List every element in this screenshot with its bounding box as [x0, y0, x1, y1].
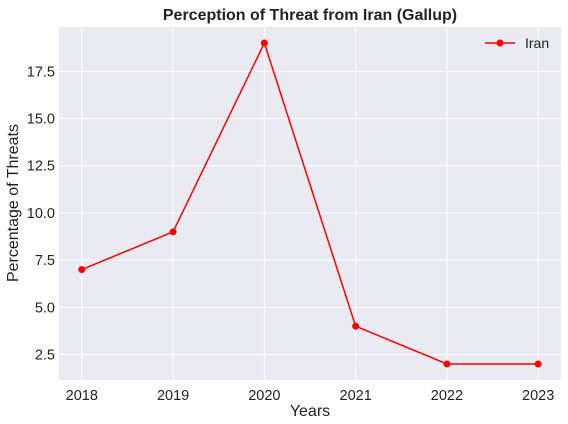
- y-tick-label: 10.0: [27, 206, 55, 222]
- y-axis-label: Percentage of Threats: [5, 124, 22, 282]
- data-point: [260, 39, 268, 47]
- chart-title: Perception of Threat from Iran (Gallup): [163, 7, 457, 24]
- data-point: [169, 228, 177, 236]
- x-tick-label: 2018: [66, 388, 98, 404]
- data-point: [534, 360, 542, 368]
- x-gridlines: [81, 27, 539, 380]
- x-tick-labels: 2018 2019 2020 2021 2022 2023: [66, 388, 555, 404]
- y-gridlines: [59, 70, 561, 356]
- data-point: [352, 322, 360, 330]
- x-tick-label: 2023: [522, 388, 554, 404]
- x-tick-label: 2021: [340, 388, 372, 404]
- legend-marker: [496, 39, 504, 47]
- y-tick-label: 12.5: [27, 159, 55, 175]
- data-point: [78, 266, 86, 274]
- legend-label-iran: Iran: [525, 35, 549, 51]
- series-layer: [78, 39, 542, 368]
- x-tick-label: 2019: [157, 388, 189, 404]
- y-tick-label: 5.0: [35, 300, 55, 316]
- y-tick-label: 15.0: [27, 112, 55, 128]
- x-tick-label: 2022: [431, 388, 463, 404]
- series-line-iran: [81, 41, 539, 365]
- y-tick-label: 17.5: [27, 64, 55, 80]
- y-tick-labels: 2.5 5.0 7.5 10.0 12.5 15.0 17.5: [27, 64, 55, 363]
- x-tick-label: 2020: [248, 388, 280, 404]
- x-axis-label: Years: [290, 403, 330, 420]
- data-point: [443, 360, 451, 368]
- y-tick-label: 2.5: [35, 348, 55, 364]
- y-tick-label: 7.5: [35, 253, 55, 269]
- plot-background: [59, 27, 561, 380]
- legend: Iran: [485, 35, 549, 51]
